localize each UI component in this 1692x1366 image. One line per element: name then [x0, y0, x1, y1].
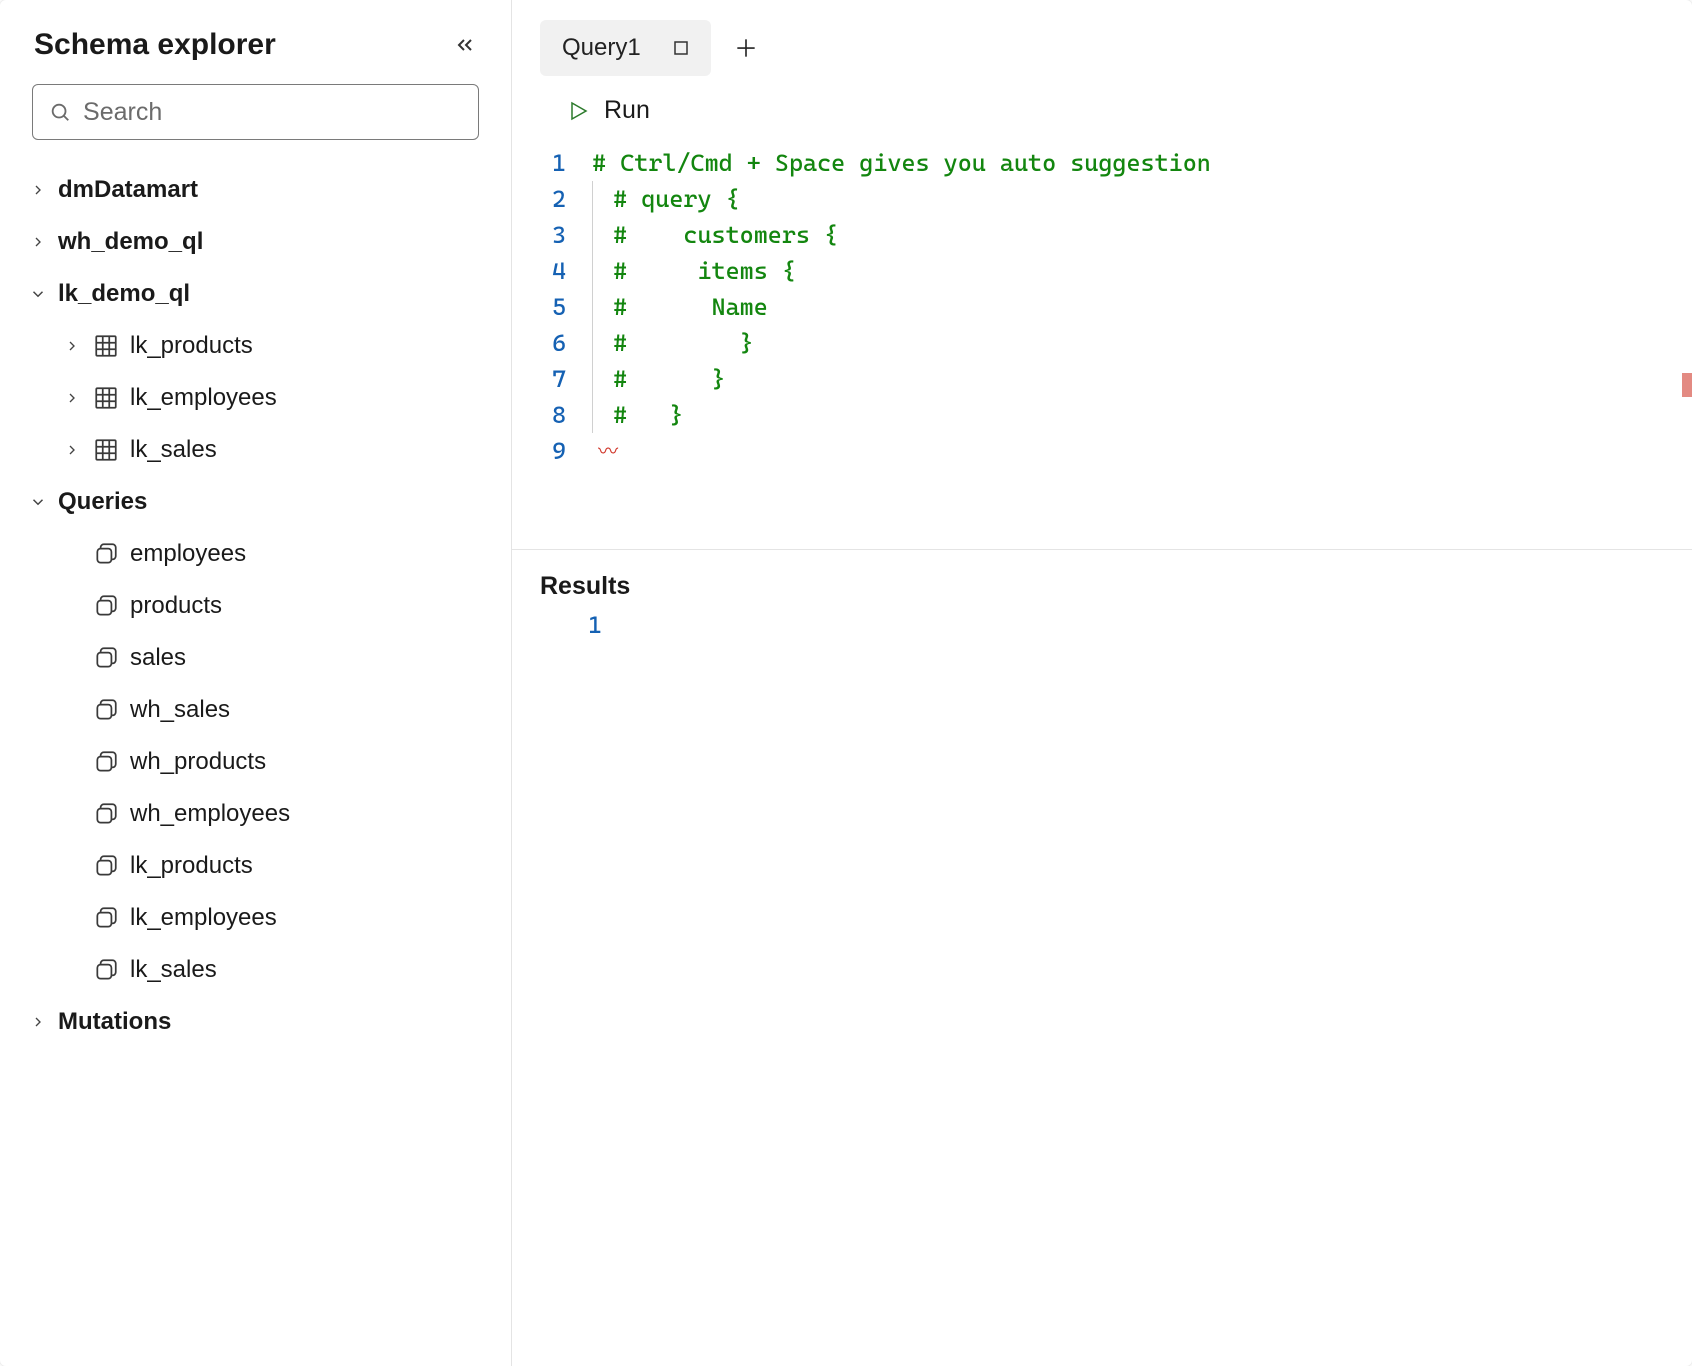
tree-item-sales[interactable]: sales — [56, 632, 489, 684]
chevron-down-icon — [28, 285, 48, 303]
schema-tree: dmDatamart wh_demo_ql lk_demo_ql lk_product… — [10, 164, 501, 1356]
tab-label: Query1 — [562, 34, 641, 62]
tree-item-lk-demo-ql[interactable]: lk_demo_ql — [22, 268, 489, 320]
tree-item-wh-demo-ql[interactable]: wh_demo_ql — [22, 216, 489, 268]
collapse-sidebar-button[interactable] — [453, 33, 477, 57]
tree-item-lk-products[interactable]: lk_products — [56, 840, 489, 892]
run-label: Run — [604, 96, 650, 125]
minimap-error-marker[interactable] — [1682, 373, 1692, 397]
search-input[interactable] — [83, 98, 462, 127]
tree-item-label: dmDatamart — [58, 176, 198, 204]
tree-item-label: lk_products — [130, 332, 253, 360]
error-squiggle: 〰 — [592, 433, 618, 469]
tree-item-label: Queries — [58, 488, 147, 516]
cube-icon — [92, 593, 120, 619]
tab-bar: Query1 — [512, 0, 1692, 76]
search-icon — [49, 100, 71, 124]
tree-item-products[interactable]: products — [56, 580, 489, 632]
cube-icon — [92, 697, 120, 723]
tree-item-employees[interactable]: employees — [56, 528, 489, 580]
tree-item-wh-sales[interactable]: wh_sales — [56, 684, 489, 736]
editor-gutter: 123456789 — [552, 145, 592, 469]
chevron-right-icon — [28, 1013, 48, 1031]
run-bar: Run — [512, 76, 1692, 133]
search-wrap — [10, 84, 501, 164]
tree-item-lk-sales[interactable]: lk_sales — [56, 944, 489, 996]
chevron-down-icon — [28, 493, 48, 511]
results-title: Results — [540, 572, 1664, 601]
run-button[interactable]: Run — [566, 96, 650, 125]
tree-item-wh-employees[interactable]: wh_employees — [56, 788, 489, 840]
app-root: Schema explorer dmDatamart wh_demo_ql lk_d… — [0, 0, 1692, 1366]
table-icon — [92, 385, 120, 411]
tree-item-label: employees — [130, 540, 246, 568]
tree-item-mutations[interactable]: Mutations — [22, 996, 489, 1048]
code-editor[interactable]: 123456789 # Ctrl/Cmd + Space gives you a… — [512, 133, 1692, 550]
chevron-right-icon — [62, 389, 82, 407]
tree-item-lk-products[interactable]: lk_products — [56, 320, 489, 372]
tab-unsaved-icon[interactable] — [673, 40, 689, 56]
tree-item-dmdatamart[interactable]: dmDatamart — [22, 164, 489, 216]
chevron-right-icon — [62, 441, 82, 459]
tree-item-lk-employees[interactable]: lk_employees — [56, 372, 489, 424]
cube-icon — [92, 853, 120, 879]
results-panel: Results 1 — [512, 550, 1692, 661]
tree-item-queries[interactable]: Queries — [22, 476, 489, 528]
tree-item-label: wh_products — [130, 748, 266, 776]
tree-item-label: lk_sales — [130, 956, 217, 984]
cube-icon — [92, 749, 120, 775]
sidebar-title: Schema explorer — [34, 28, 276, 62]
play-icon — [566, 98, 590, 124]
tree-item-label: wh_sales — [130, 696, 230, 724]
cube-icon — [92, 905, 120, 931]
tree-item-label: wh_employees — [130, 800, 290, 828]
tree-item-label: products — [130, 592, 222, 620]
tree-item-label: wh_demo_ql — [58, 228, 203, 256]
tree-item-lk-employees[interactable]: lk_employees — [56, 892, 489, 944]
cube-icon — [92, 801, 120, 827]
chevron-right-icon — [28, 181, 48, 199]
table-icon — [92, 437, 120, 463]
tree-item-label: sales — [130, 644, 186, 672]
plus-icon — [733, 35, 759, 61]
results-line-number: 1 — [540, 611, 1664, 639]
chevron-double-left-icon — [453, 33, 477, 57]
editor-code[interactable]: # Ctrl/Cmd + Space gives you auto sugges… — [592, 145, 1211, 469]
tree-item-label: lk_employees — [130, 384, 277, 412]
main-area: Query1 Run 123456789 # Ctrl/Cmd + Space … — [512, 0, 1692, 1366]
tree-item-label: lk_products — [130, 852, 253, 880]
table-icon — [92, 333, 120, 359]
tree-item-label: lk_employees — [130, 904, 277, 932]
cube-icon — [92, 645, 120, 671]
tab-query1[interactable]: Query1 — [540, 20, 711, 76]
chevron-right-icon — [62, 337, 82, 355]
cube-icon — [92, 957, 120, 983]
tree-item-label: Mutations — [58, 1008, 171, 1036]
cube-icon — [92, 541, 120, 567]
tree-item-wh-products[interactable]: wh_products — [56, 736, 489, 788]
tree-item-label: lk_demo_ql — [58, 280, 190, 308]
tree-item-lk-sales[interactable]: lk_sales — [56, 424, 489, 476]
add-tab-button[interactable] — [725, 27, 767, 69]
schema-explorer-panel: Schema explorer dmDatamart wh_demo_ql lk_d… — [0, 0, 512, 1366]
chevron-right-icon — [28, 233, 48, 251]
sidebar-header: Schema explorer — [10, 28, 501, 84]
search-box[interactable] — [32, 84, 479, 140]
tree-item-label: lk_sales — [130, 436, 217, 464]
